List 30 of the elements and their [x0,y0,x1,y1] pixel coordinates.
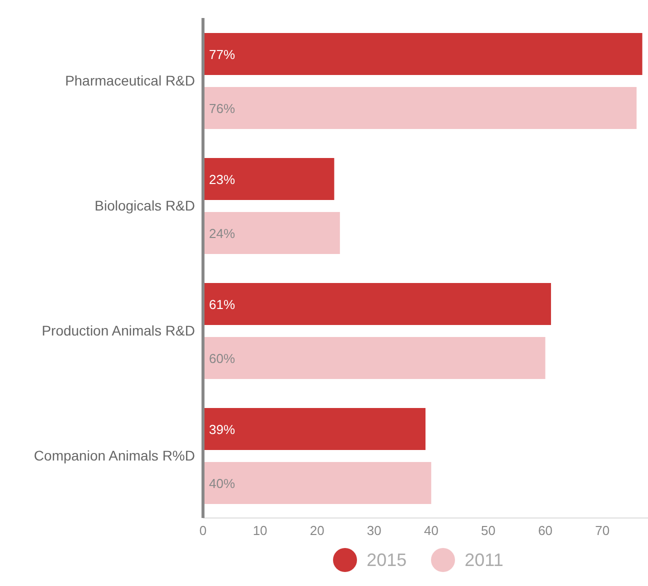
x-tick-label: 20 [310,523,324,538]
bar [203,212,340,254]
y-tick-label: Biologicals R&D [94,197,195,214]
data-label: 76% [209,101,236,116]
bar [203,87,637,129]
data-label: 61% [209,297,236,312]
x-tick-label: 40 [424,523,438,538]
bar [203,408,426,450]
x-tick-label: 50 [481,523,496,538]
bar [203,462,432,504]
data-label: 40% [209,476,236,491]
legend-label: 2015 [366,548,407,572]
legend-label: 2011 [464,548,504,572]
x-tick-label: 10 [252,523,268,538]
data-label: 24% [209,226,236,241]
bar [203,33,642,75]
bar [203,337,546,379]
y-tick-label: Pharmaceutical R&D [65,72,195,88]
x-tick-label: 0 [199,523,207,538]
y-tick-label: Companion Animals R%D [34,447,195,464]
x-tick-label: 60 [538,523,553,538]
bar [203,283,552,325]
data-label: 39% [209,422,236,437]
data-label: 23% [209,172,236,187]
y-tick-label: Production Animals R&D [42,322,195,338]
data-label: 60% [209,351,236,366]
data-label: 77% [209,47,236,62]
bar [203,158,334,200]
x-tick-label: 30 [366,523,382,538]
x-tick-label: 70 [595,523,610,538]
